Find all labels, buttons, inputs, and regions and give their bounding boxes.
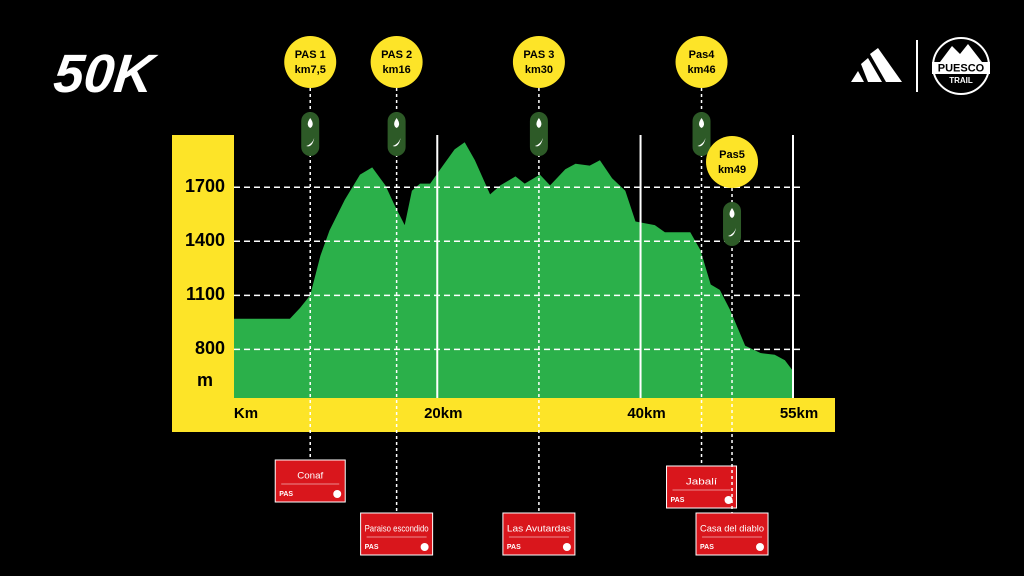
station-name: Pas5 xyxy=(719,149,745,161)
logo-text: PUESCO xyxy=(938,62,985,74)
aid-icon xyxy=(529,112,548,156)
elevation-area xyxy=(234,142,793,398)
water-icon xyxy=(307,118,313,128)
y-tick-label: 1700 xyxy=(185,176,225,196)
station-marker xyxy=(284,36,337,88)
brand-logo xyxy=(851,48,902,82)
sign-tag: PAS xyxy=(507,544,521,551)
water-icon xyxy=(729,208,735,218)
x-tick-label: 55km xyxy=(780,405,818,422)
aid-icon xyxy=(387,112,406,156)
x-axis-label: Km xyxy=(234,405,258,422)
gel-icon xyxy=(697,138,706,147)
water-icon xyxy=(536,118,542,128)
station-marker xyxy=(512,36,565,88)
water-icon xyxy=(699,118,705,128)
gel-icon xyxy=(306,138,315,147)
sign-emblem xyxy=(333,490,342,498)
x-axis-band xyxy=(172,398,835,432)
sign-emblem xyxy=(562,543,571,551)
gel-icon xyxy=(534,138,543,147)
station-name: Pas4 xyxy=(689,49,716,61)
station-km: km7,5 xyxy=(295,64,326,76)
sign-board xyxy=(502,512,576,556)
sign-emblem xyxy=(724,496,733,504)
station-name: PAS 2 xyxy=(381,49,412,61)
chart-title: 50K xyxy=(51,44,160,104)
station-marker xyxy=(675,36,728,88)
gel-icon xyxy=(728,228,737,237)
sign-board xyxy=(695,512,769,556)
water-icon xyxy=(394,118,400,128)
aid-icon xyxy=(692,112,711,156)
sign-emblem xyxy=(420,543,429,551)
sign-tag: PAS xyxy=(279,491,293,498)
sign-name: Paraiso escondido xyxy=(365,523,429,533)
sign-board xyxy=(360,512,434,556)
gel-icon xyxy=(392,138,401,147)
station-km: km49 xyxy=(718,164,746,176)
sign-name: Jabalí xyxy=(686,476,718,486)
logo-band xyxy=(932,62,990,74)
logo-text: TRAIL xyxy=(949,76,973,85)
station-km: km46 xyxy=(687,64,715,76)
sign-emblem xyxy=(756,543,765,551)
sign-tag: PAS xyxy=(700,544,714,551)
y-tick-label: 1400 xyxy=(185,230,225,250)
sign-tag: PAS xyxy=(671,497,685,504)
sign-name: Casa del diablo xyxy=(700,523,764,533)
station-km: km16 xyxy=(383,64,411,76)
station-marker xyxy=(706,136,759,188)
logo-mountain xyxy=(940,44,982,62)
y-tick-label: 1100 xyxy=(186,284,225,304)
station-km: km30 xyxy=(525,64,553,76)
sign-name: Conaf xyxy=(297,470,324,480)
x-tick-label: 20km xyxy=(424,405,462,422)
station-name: PAS 3 xyxy=(523,49,554,61)
station-marker xyxy=(370,36,423,88)
x-tick-label: 40km xyxy=(627,405,665,422)
y-axis-band xyxy=(172,135,234,432)
y-axis-label: m xyxy=(197,370,213,390)
station-name: PAS 1 xyxy=(295,49,326,61)
sign-name: Las Avutardas xyxy=(507,523,572,533)
aid-icon xyxy=(723,202,742,246)
sign-tag: PAS xyxy=(365,544,379,551)
y-tick-label: 800 xyxy=(195,338,225,358)
aid-icon xyxy=(301,112,320,156)
